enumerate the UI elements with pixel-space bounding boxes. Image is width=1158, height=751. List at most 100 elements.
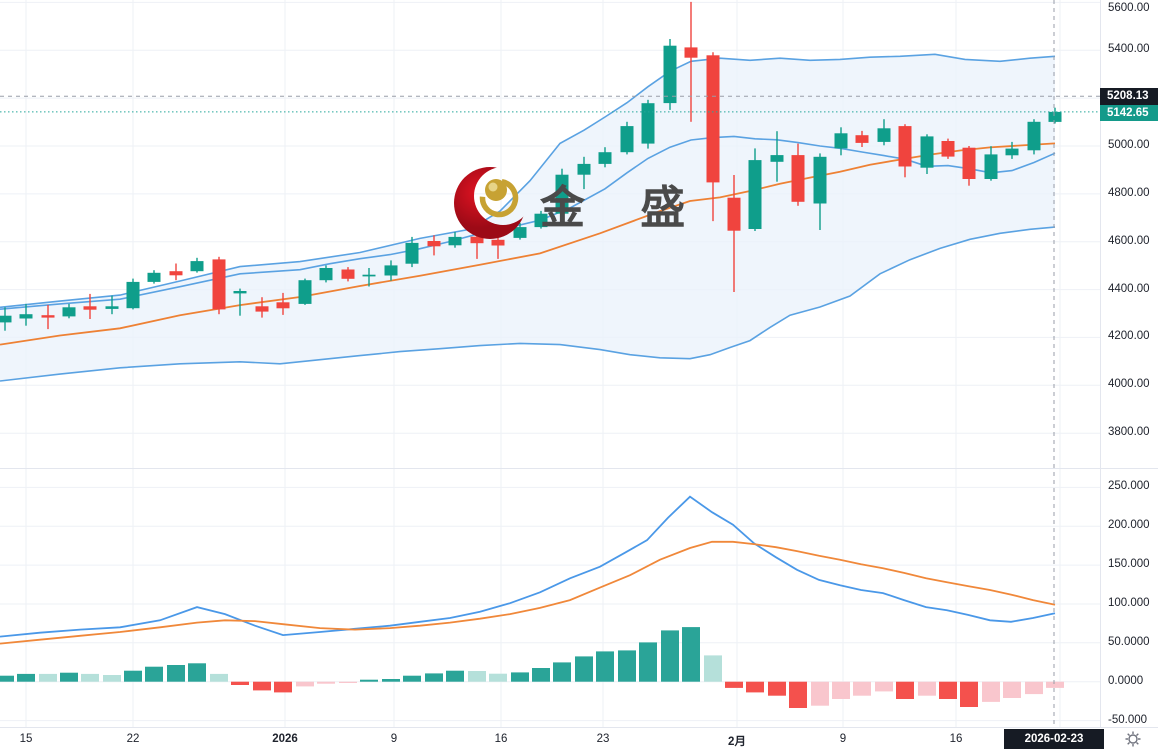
chart-plot-area[interactable] (0, 0, 1100, 727)
macd-hist-bar (253, 681, 271, 691)
candle-body (83, 306, 97, 310)
candle-body (255, 306, 269, 312)
macd-hist-bar (532, 668, 550, 682)
macd-hist-bar (1025, 681, 1043, 695)
macd-hist-bar (81, 673, 99, 682)
candle-body (962, 147, 976, 179)
candle-body (598, 152, 612, 164)
macd-hist-bar (1046, 681, 1064, 688)
macd-hist-bar (489, 673, 507, 682)
time-axis-label: 16 (494, 733, 508, 745)
time-axis-label: 22 (126, 733, 140, 745)
candle-body (233, 291, 247, 294)
candle-body (727, 197, 741, 231)
macd-hist-bar (403, 675, 421, 682)
macd-hist-bar (682, 627, 700, 682)
candle-body (427, 241, 441, 247)
candle-body (362, 274, 376, 277)
candle-body (984, 154, 998, 179)
crosshair-price-tag: 5208.13 (1100, 88, 1158, 105)
macd-axis-label: 100.000 (1108, 596, 1150, 609)
price-axis-label: 4400.00 (1108, 282, 1150, 295)
scale-settings-gear-icon[interactable] (1124, 730, 1142, 748)
candle-body (834, 133, 848, 149)
macd-axis-label: 200.000 (1108, 519, 1150, 532)
macd-hist-bar (960, 681, 978, 707)
macd-hist-bar (661, 630, 679, 682)
price-axis-label: 3800.00 (1108, 426, 1150, 439)
candle-body (770, 155, 784, 162)
candle-body (276, 302, 290, 309)
candle-body (491, 239, 505, 246)
macd-hist-bar (60, 672, 78, 682)
macd-hist-bar (875, 681, 893, 692)
candle-body (169, 271, 183, 276)
macd-axis-label: 250.000 (1108, 480, 1150, 493)
candle-body (684, 47, 698, 58)
time-axis-label: 16 (949, 733, 963, 745)
candle-body (1027, 121, 1041, 151)
candle-body (19, 314, 33, 319)
time-axis-label: 2月 (728, 736, 746, 748)
candle-body (448, 236, 462, 246)
candle-body (212, 259, 226, 310)
macd-hist-bar (167, 665, 185, 682)
candle-body (41, 315, 55, 318)
candle-body (898, 126, 912, 167)
candle-body (0, 315, 12, 323)
price-axis-label: 5000.00 (1108, 139, 1150, 151)
candle-body (147, 272, 161, 282)
macd-axis-label: 0.0000 (1108, 674, 1144, 687)
macd-hist-bar (339, 681, 357, 683)
macd-hist-bar (468, 671, 486, 682)
macd-hist-bar (382, 679, 400, 682)
macd-hist-bar (103, 675, 121, 682)
macd-hist-bar (939, 681, 957, 699)
candle-body (641, 103, 655, 144)
macd-hist-bar (704, 655, 722, 682)
candle-body (384, 265, 398, 276)
macd-hist-bar (746, 681, 764, 693)
crosshair (0, 0, 1100, 727)
macd-hist-bar (639, 642, 657, 682)
candle-body (470, 236, 484, 244)
candle-body (877, 128, 891, 142)
candle-body (706, 55, 720, 183)
candle-body (855, 135, 869, 143)
macd-hist-bar (446, 670, 464, 682)
time-axis-label: 9 (390, 733, 398, 745)
macd-hist-bar (853, 681, 871, 696)
time-axis-label: 9 (839, 733, 847, 745)
candle-body (941, 141, 955, 157)
candle-body (405, 242, 419, 264)
time-axis-label: 2026 (272, 733, 298, 745)
price-axis-label: 4200.00 (1108, 330, 1150, 343)
macd-hist-bar (39, 673, 57, 682)
macd-hist-bar (145, 666, 163, 682)
candle-body (620, 126, 634, 153)
candle-body (791, 155, 805, 202)
candlestick-chart[interactable] (0, 0, 1100, 727)
macd-hist-bar (896, 681, 914, 699)
candle-body (319, 268, 333, 281)
price-axis-label: 4800.00 (1108, 186, 1150, 199)
candle-body (534, 213, 548, 228)
macd-hist-bar (425, 673, 443, 682)
macd-histogram (0, 627, 1064, 708)
candle-body (105, 306, 119, 309)
bollinger-band (0, 53, 1056, 382)
macd-hist-bar (210, 673, 228, 682)
candle-body (62, 307, 76, 317)
price-axis[interactable]: 5600.00 5400.00 5000.00 4800.00 4600.00 4400.… (1100, 0, 1158, 727)
pane-separator[interactable] (0, 468, 1158, 469)
candle-body (190, 261, 204, 272)
macd-hist-bar (1003, 681, 1021, 698)
macd-hist-bar (296, 681, 314, 687)
time-axis[interactable]: 15 22 2026 9 16 23 2月 9 16 (0, 727, 1158, 751)
price-axis-label: 4600.00 (1108, 234, 1150, 247)
macd-hist-bar (231, 681, 249, 685)
candle-body (341, 269, 355, 279)
candle-body (577, 163, 591, 175)
macd-hist-bar (511, 672, 529, 682)
